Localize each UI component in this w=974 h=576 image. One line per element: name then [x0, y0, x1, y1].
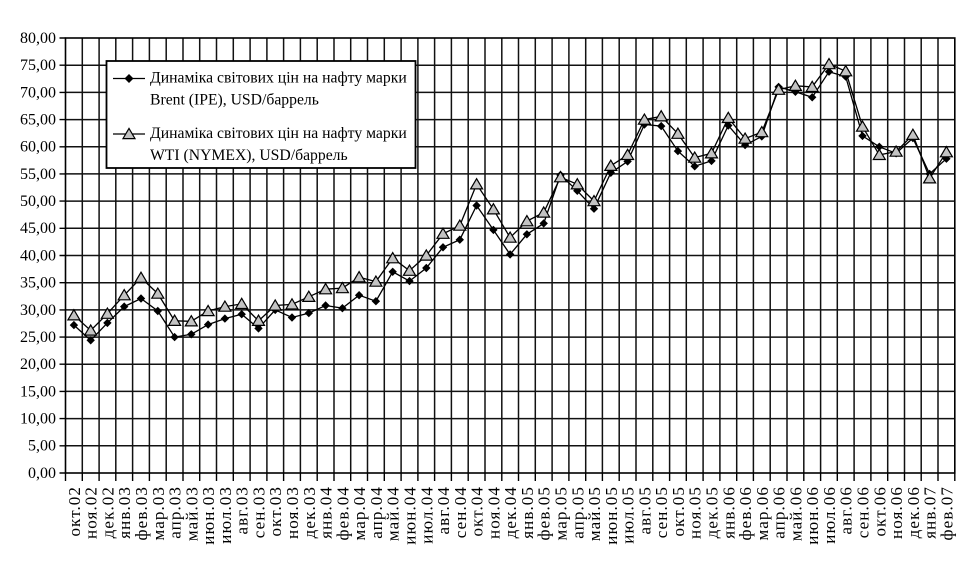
svg-text:55,00: 55,00 — [20, 166, 56, 183]
svg-text:5,00: 5,00 — [28, 438, 56, 455]
svg-text:мар.03: мар.03 — [149, 486, 168, 541]
svg-text:40,00: 40,00 — [20, 247, 56, 264]
svg-text:Brent (IPE), USD/баррель: Brent (IPE), USD/баррель — [150, 92, 319, 109]
svg-text:окт.02: окт.02 — [65, 486, 84, 537]
svg-text:мар.04: мар.04 — [350, 486, 369, 541]
svg-text:авг.03: авг.03 — [233, 486, 252, 534]
svg-text:июн.03: июн.03 — [199, 486, 218, 545]
svg-text:июл.04: июл.04 — [417, 486, 436, 544]
svg-text:июн.06: июн.06 — [803, 486, 822, 545]
svg-text:май.04: май.04 — [384, 486, 403, 541]
svg-text:фев.05: фев.05 — [535, 486, 554, 540]
svg-text:май.05: май.05 — [585, 486, 604, 541]
svg-text:янв.07: янв.07 — [921, 486, 940, 539]
svg-text:15,00: 15,00 — [20, 383, 56, 400]
svg-text:ноя.04: ноя.04 — [484, 486, 503, 539]
svg-text:WTI (NYMEX), USD/баррель: WTI (NYMEX), USD/баррель — [150, 147, 348, 164]
svg-text:фев.06: фев.06 — [736, 486, 755, 540]
svg-text:80,00: 80,00 — [20, 30, 56, 47]
svg-text:дек.03: дек.03 — [300, 486, 319, 538]
svg-text:70,00: 70,00 — [20, 84, 56, 101]
svg-text:ноя.05: ноя.05 — [686, 486, 705, 539]
svg-text:июн.05: июн.05 — [602, 486, 621, 545]
svg-text:60,00: 60,00 — [20, 139, 56, 156]
svg-text:10,00: 10,00 — [20, 411, 56, 428]
svg-text:фев.04: фев.04 — [333, 486, 352, 540]
svg-text:30,00: 30,00 — [20, 302, 56, 319]
svg-text:авг.05: авг.05 — [635, 486, 654, 534]
svg-text:сен.05: сен.05 — [652, 486, 671, 538]
svg-text:65,00: 65,00 — [20, 112, 56, 129]
svg-text:окт.05: окт.05 — [669, 486, 688, 537]
svg-text:окт.03: окт.03 — [266, 486, 285, 537]
svg-text:ноя.06: ноя.06 — [887, 486, 906, 539]
svg-text:75,00: 75,00 — [20, 57, 56, 74]
svg-text:июн.04: июн.04 — [401, 486, 420, 545]
svg-text:янв.05: янв.05 — [518, 486, 537, 539]
svg-text:дек.05: дек.05 — [703, 486, 722, 538]
svg-text:апр.04: апр.04 — [367, 486, 386, 539]
svg-text:ноя.03: ноя.03 — [283, 486, 302, 539]
svg-text:20,00: 20,00 — [20, 356, 56, 373]
svg-text:фев.07: фев.07 — [937, 486, 956, 540]
svg-text:25,00: 25,00 — [20, 329, 56, 346]
svg-text:апр.06: апр.06 — [770, 486, 789, 539]
svg-text:янв.06: янв.06 — [719, 486, 738, 539]
svg-text:45,00: 45,00 — [20, 220, 56, 237]
svg-text:Динаміка світових цін на нафту: Динаміка світових цін на нафту марки — [150, 70, 407, 87]
svg-text:сен.06: сен.06 — [854, 486, 873, 538]
svg-text:окт.06: окт.06 — [870, 486, 889, 537]
svg-text:50,00: 50,00 — [20, 193, 56, 210]
svg-text:0,00: 0,00 — [28, 465, 56, 482]
svg-text:фев.03: фев.03 — [132, 486, 151, 540]
svg-text:янв.03: янв.03 — [115, 486, 134, 539]
svg-text:дек.02: дек.02 — [98, 486, 117, 538]
svg-text:дек.06: дек.06 — [904, 486, 923, 538]
svg-text:ноя.02: ноя.02 — [82, 486, 101, 539]
svg-text:авг.06: авг.06 — [837, 486, 856, 534]
svg-text:май.06: май.06 — [786, 486, 805, 541]
svg-text:янв.04: янв.04 — [317, 486, 336, 539]
svg-text:июл.05: июл.05 — [619, 486, 638, 544]
svg-text:мар.05: мар.05 — [552, 486, 571, 541]
svg-text:июл.06: июл.06 — [820, 486, 839, 544]
svg-text:июл.03: июл.03 — [216, 486, 235, 544]
svg-text:мар.06: мар.06 — [753, 486, 772, 541]
svg-text:сен.04: сен.04 — [451, 486, 470, 538]
svg-text:Динаміка світових цін на нафту: Динаміка світових цін на нафту марки — [150, 125, 407, 142]
svg-text:авг.04: авг.04 — [434, 486, 453, 534]
svg-text:дек.04: дек.04 — [501, 486, 520, 538]
svg-text:май.03: май.03 — [182, 486, 201, 541]
svg-text:35,00: 35,00 — [20, 275, 56, 292]
svg-text:сен.03: сен.03 — [250, 486, 269, 538]
svg-text:окт.04: окт.04 — [468, 486, 487, 537]
svg-text:апр.03: апр.03 — [166, 486, 185, 539]
svg-text:апр.05: апр.05 — [568, 486, 587, 539]
